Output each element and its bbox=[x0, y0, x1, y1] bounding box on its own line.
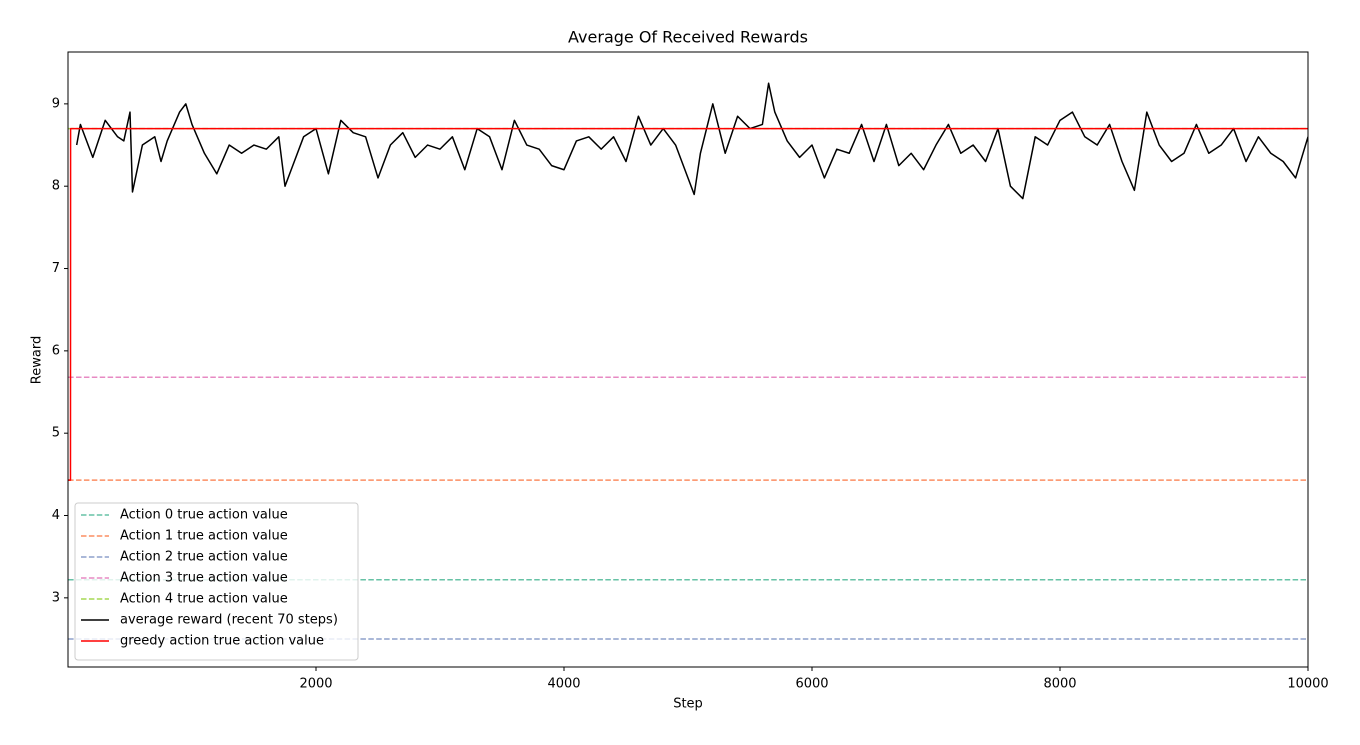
x-tick-label: 6000 bbox=[795, 677, 828, 692]
x-tick-label: 4000 bbox=[547, 677, 580, 692]
chart-title: Average Of Received Rewards bbox=[568, 28, 808, 47]
x-tick-label: 10000 bbox=[1287, 677, 1328, 692]
y-tick-label: 7 bbox=[52, 261, 60, 276]
x-tick-label: 2000 bbox=[299, 677, 332, 692]
legend-box bbox=[74, 502, 359, 661]
plot-frame bbox=[67, 51, 1309, 668]
legend-label: Action 0 true action value bbox=[120, 508, 288, 523]
y-tick-label: 6 bbox=[52, 343, 60, 358]
legend-label: average reward (recent 70 steps) bbox=[120, 613, 338, 628]
y-axis-label: Reward bbox=[30, 336, 45, 384]
y-tick-label: 5 bbox=[52, 426, 60, 441]
legend-label: Action 4 true action value bbox=[120, 592, 288, 607]
legend-label: Action 3 true action value bbox=[120, 571, 288, 586]
series-line bbox=[68, 127, 1308, 481]
legend-label: greedy action true action value bbox=[120, 634, 324, 649]
y-tick-label: 4 bbox=[52, 508, 60, 523]
y-tick-label: 8 bbox=[52, 179, 60, 194]
series-line bbox=[75, 82, 1308, 200]
x-axis-label: Step bbox=[673, 697, 703, 712]
y-tick-label: 9 bbox=[52, 96, 60, 111]
x-tick-label: 8000 bbox=[1043, 677, 1076, 692]
legend-label: Action 2 true action value bbox=[120, 550, 288, 565]
legend-label: Action 1 true action value bbox=[120, 529, 288, 544]
y-tick-label: 3 bbox=[52, 590, 60, 605]
